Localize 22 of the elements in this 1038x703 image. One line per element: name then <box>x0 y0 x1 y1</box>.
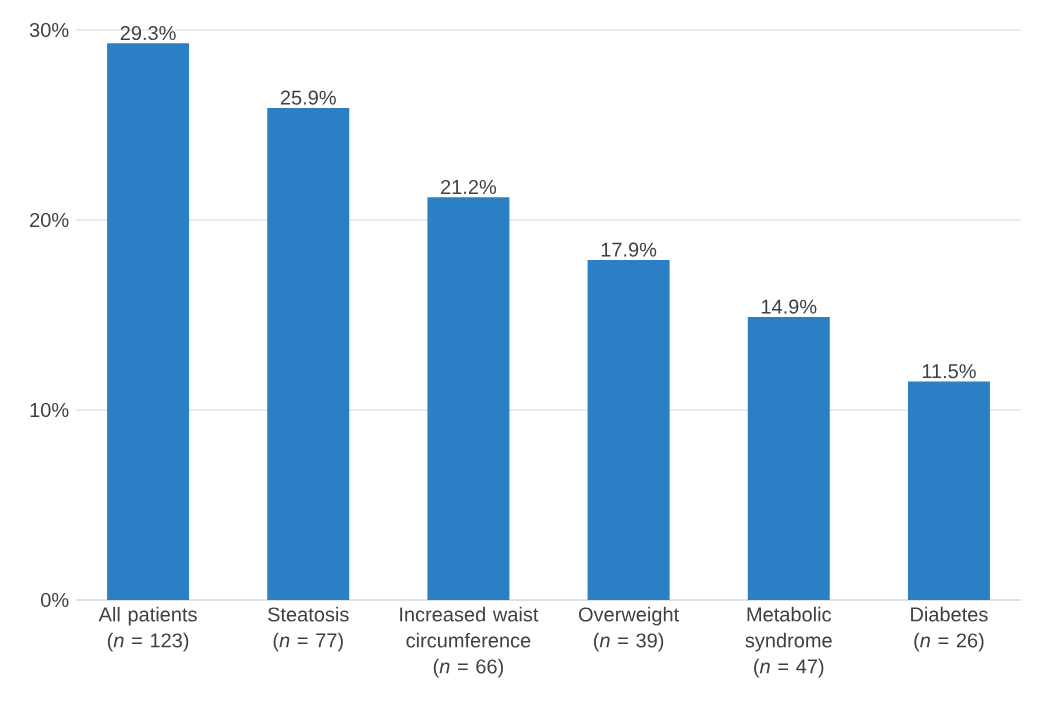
bar <box>907 381 990 600</box>
x-tick-label: Metabolic syndrome (n = 47) <box>745 606 832 678</box>
bar <box>427 197 510 600</box>
data-label: 11.5% <box>922 364 976 379</box>
y-tick-label: 20% <box>30 212 69 228</box>
data-label: 14.9% <box>761 299 817 314</box>
x-tick-label: All patients (n = 123) <box>98 606 197 652</box>
data-label: 17.9% <box>601 242 657 257</box>
x-tick-label: Steatosis (n = 77) <box>268 606 349 652</box>
y-tick-label: 10% <box>30 402 69 418</box>
x-tick-label: Increased waist circumference (n = 66) <box>400 606 539 678</box>
x-tick-label: Overweight (n = 39) <box>578 606 679 652</box>
bar <box>587 259 670 600</box>
data-label: 29.3% <box>120 25 176 41</box>
bar <box>107 43 190 600</box>
x-tick-label: Diabetes (n = 26) <box>911 606 988 652</box>
y-tick-label: 30% <box>29 22 69 38</box>
data-label: 25.9% <box>280 90 336 105</box>
bar <box>747 316 830 600</box>
y-tick-label: 0% <box>41 592 69 608</box>
bar <box>267 107 350 600</box>
data-label: 21.2% <box>441 179 497 194</box>
